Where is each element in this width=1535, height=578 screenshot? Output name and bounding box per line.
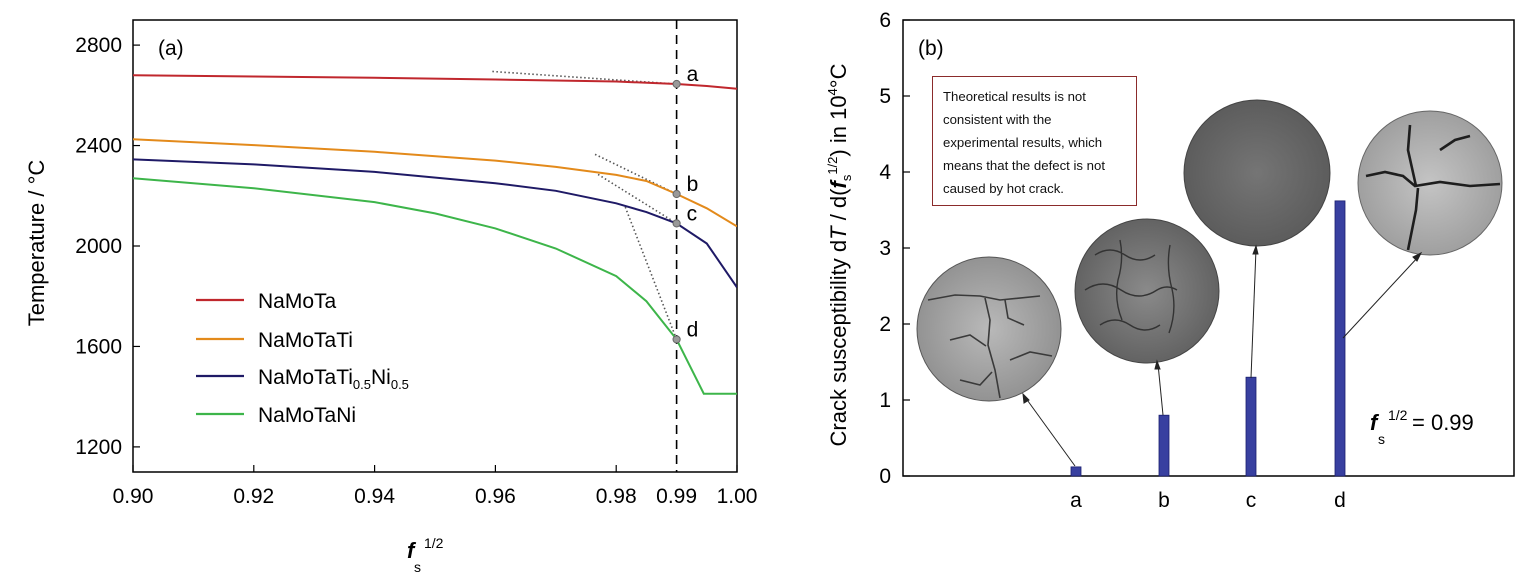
marker-label-c: c	[687, 202, 698, 225]
panel-a-y-axis-label: Temperature / °C	[24, 160, 49, 327]
legend-label-namota: NaMoTa	[258, 290, 337, 313]
x-tick-label: 1.00	[717, 485, 758, 508]
series-line-3	[133, 177, 737, 395]
series-line-1	[133, 138, 737, 228]
panel-b-y-axis: 0 1 2 3 4 5 6	[879, 9, 910, 488]
marker-label-d: d	[687, 318, 699, 341]
micrograph-d	[1357, 110, 1503, 256]
y-tick-label: 3	[879, 237, 891, 260]
panel-a-frame	[132, 19, 738, 473]
annotation-variable: f	[1370, 410, 1380, 435]
x-tick-label: 0.92	[233, 485, 274, 508]
x-tick-label: 0.98	[596, 485, 637, 508]
tangent-line-b	[594, 153, 677, 195]
x-tick-label: 0.94	[354, 485, 395, 508]
annotation-subscript: s	[1378, 431, 1385, 447]
panel-a-x-axis: 0.90 0.92 0.94 0.96 0.98 1.00 0.99	[113, 465, 758, 508]
tangent-line-c	[597, 173, 678, 225]
y-tick-label: 2000	[75, 235, 122, 258]
panel-b-x-axis: a b c d	[1070, 489, 1346, 512]
marker-point-b	[672, 189, 681, 199]
legend-label-namotani: NaMoTaNi	[258, 404, 356, 427]
y-tick-label: 5	[879, 85, 891, 108]
y-tick-label: 1200	[75, 436, 122, 459]
x-category-label-a: a	[1070, 489, 1082, 512]
panel-a-y-axis: 1200 1600 2000 2400 2800	[75, 34, 140, 459]
note-line: Theoretical results is not	[943, 89, 1086, 104]
bar-c	[1245, 376, 1257, 477]
series-line-0	[133, 74, 737, 90]
panel-a-legend: NaMoTa NaMoTaTi NaMoTaTi0.5Ni0.5 NaMoTaN…	[196, 290, 409, 427]
marker-label-a: a	[687, 63, 699, 86]
legend-label-namotatini: NaMoTaTi0.5Ni0.5	[258, 366, 409, 392]
micrograph-a	[916, 256, 1062, 402]
legend-label-namotati: NaMoTaTi	[258, 329, 353, 352]
y-tick-label: 2400	[75, 135, 122, 158]
marker-label-b: b	[687, 173, 699, 196]
series-line-2	[133, 158, 737, 288]
micrograph-c	[1183, 99, 1331, 247]
marker-point-d	[672, 335, 681, 344]
panel-b-annotation: f s 1/2 = 0.99	[1370, 407, 1474, 447]
x-axis-superscript: 1/2	[424, 535, 444, 551]
tangent-line-a	[492, 70, 677, 85]
marker-point-c	[672, 219, 681, 228]
y-tick-label: 2	[879, 313, 891, 336]
x-tick-label: 0.90	[113, 485, 154, 508]
note-line: means that the defect is not	[943, 158, 1106, 173]
note-line: caused by hot crack.	[943, 181, 1064, 196]
bar-a	[1070, 466, 1082, 477]
marker-point-a	[672, 79, 681, 89]
panel-a: (a) 0.90 0.92 0.94 0.96 0.98 1.00 0.99 1200 160…	[24, 19, 758, 575]
annotation-superscript: 1/2	[1388, 407, 1408, 423]
y-tick-label: 1	[879, 389, 891, 412]
micrograph-b	[1074, 218, 1220, 364]
tangent-line-d	[624, 206, 678, 340]
panel-a-markers: a bc d	[672, 63, 699, 344]
panel-b: (b) 0 1 2 3 4 5 6 a b c d Crack susceptibility dT…	[825, 9, 1515, 512]
x-category-label-b: b	[1158, 489, 1170, 512]
panel-b-y-axis-label: Crack susceptibility dT / d(fs1/2) in 10…	[825, 63, 854, 446]
bar-d	[1334, 200, 1346, 477]
note-line: experimental results, which	[943, 135, 1103, 150]
annotation-value: = 0.99	[1412, 410, 1474, 435]
x-tick-label: 0.96	[475, 485, 516, 508]
y-tick-label: 4	[879, 161, 891, 184]
x-axis-subscript: s	[414, 559, 421, 575]
y-tick-label: 0	[879, 465, 891, 488]
panel-a-x-axis-label: f s 1/2	[407, 535, 444, 575]
x-axis-variable: f	[407, 538, 417, 563]
panel-a-plot-area	[133, 20, 737, 472]
x-tick-label-extra: 0.99	[656, 485, 697, 508]
panel-b-arrows	[1022, 244, 1423, 467]
x-category-label-c: c	[1246, 489, 1257, 512]
y-tick-label: 6	[879, 9, 891, 32]
note-line: consistent with the	[943, 112, 1052, 127]
panel-a-label: (a)	[158, 37, 184, 60]
panel-b-note-box: Theoretical results is not consistent wi…	[932, 76, 1137, 206]
y-tick-label: 2800	[75, 34, 122, 57]
bar-b	[1158, 414, 1170, 477]
panel-b-label: (b)	[918, 37, 944, 60]
panel-b-bars	[1070, 200, 1346, 477]
y-tick-label: 1600	[75, 335, 122, 358]
x-category-label-d: d	[1334, 489, 1346, 512]
